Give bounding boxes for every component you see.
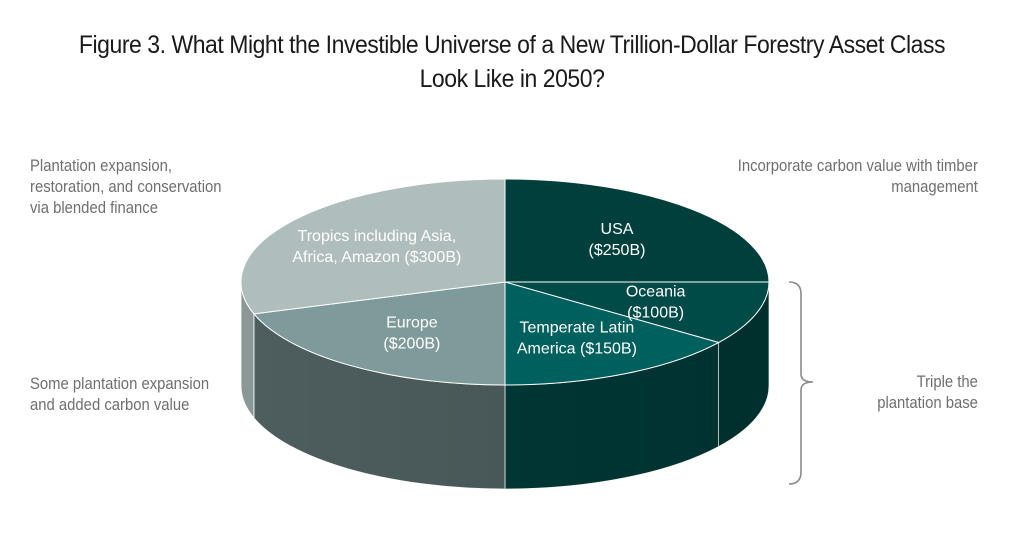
annotation-europe: Some plantation expansion and added carb…: [30, 374, 209, 416]
annotation-line: management: [891, 178, 978, 196]
annotation-line: via blended finance: [30, 199, 158, 217]
chart-title: Figure 3. What Might the Investible Univ…: [41, 28, 983, 96]
slice-label-temperate-latin-america: Temperate Latin America ($150B): [517, 320, 637, 358]
slice-label-europe: Europe ($200B): [383, 314, 440, 352]
slice-label-line: Oceania: [626, 284, 686, 301]
slice-label-line: ($100B): [627, 305, 684, 322]
annotation-usa: Incorporate carbon value with timber man…: [738, 156, 978, 198]
chart-title-line1: Figure 3. What Might the Investible Univ…: [78, 31, 946, 59]
pie-slice-usa: [504, 178, 770, 283]
slice-label-line: Africa, Amazon ($300B): [292, 249, 461, 266]
slice-label-line: Europe: [386, 314, 438, 331]
annotation-line: Incorporate carbon value with timber: [737, 157, 978, 175]
pie-slice-oceania: [504, 281, 770, 344]
slice-label-oceania: Oceania ($100B): [626, 284, 686, 322]
slice-label-tropics-including-asia-africa-amazon: Tropics including Asia, Africa, Amazon ($…: [292, 228, 461, 266]
slice-label-line: ($250B): [589, 242, 646, 259]
slice-label-line: America ($150B): [517, 341, 637, 358]
annotation-line: restoration, and conservation: [30, 178, 222, 196]
annotation-line: Some plantation expansion: [30, 375, 210, 393]
slice-label-line: Tropics including Asia,: [298, 228, 457, 245]
pie-slice-tropics-including-asia-africa-amazon: [240, 178, 506, 315]
slice-label-line: USA: [601, 221, 634, 238]
annotation-line: plantation base: [877, 394, 978, 412]
annotation-line: Plantation expansion,: [30, 157, 173, 175]
bracket: [788, 281, 814, 485]
pie-slices: [240, 178, 770, 386]
slice-label-line: Temperate Latin: [520, 320, 635, 337]
pie-slice-europe: [252, 281, 506, 386]
slice-label-usa: USA ($250B): [589, 221, 646, 259]
annotation-plantation-base: Triple the plantation base: [877, 372, 978, 414]
annotation-tropics: Plantation expansion, restoration, and c…: [30, 156, 222, 219]
annotation-line: and added carbon value: [30, 396, 190, 414]
slice-label-line: ($200B): [383, 335, 440, 352]
pie-labels: USA ($250B) Oceania ($100B)Temperate Latin A…: [292, 221, 685, 358]
annotation-line: Triple the: [916, 373, 978, 391]
chart-title-line2: Look Like in 2050?: [419, 65, 605, 93]
pie-slice-temperate-latin-america: [504, 281, 720, 386]
